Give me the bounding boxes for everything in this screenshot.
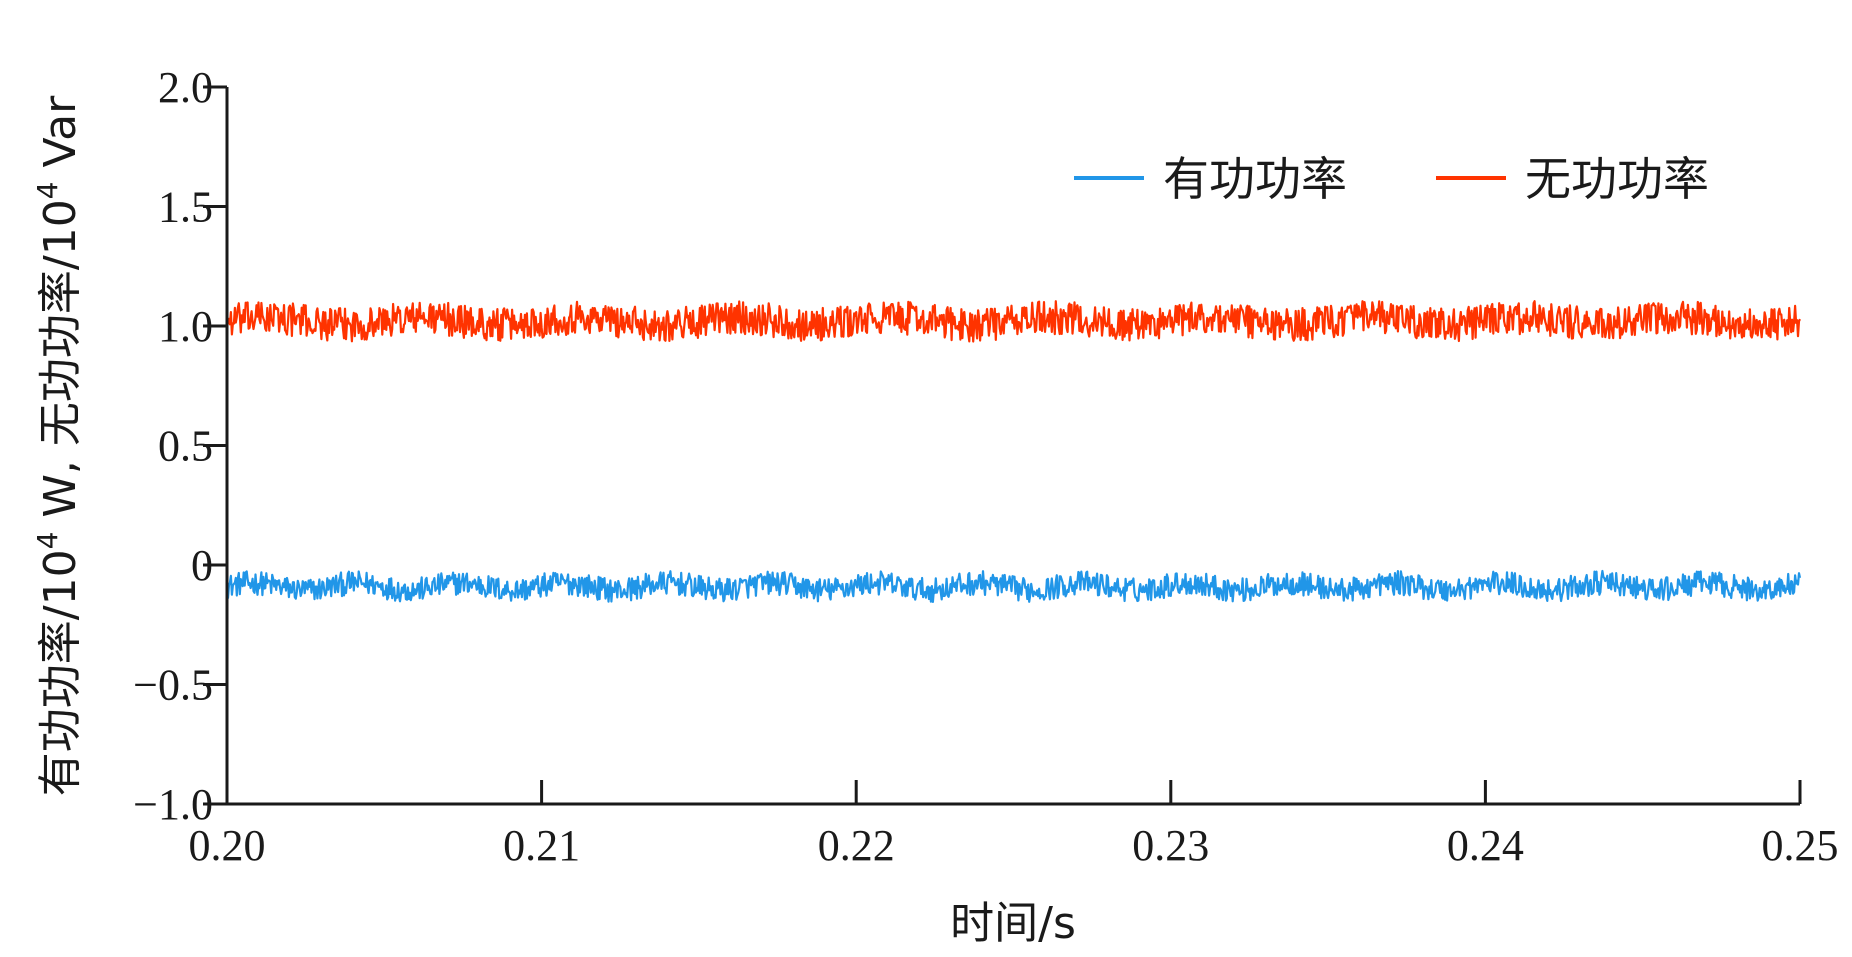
x-tick-label: 0.20: [189, 821, 266, 870]
legend-label-active-power: 有功功率: [1163, 152, 1347, 206]
y-tick-label: −1.0: [133, 780, 213, 829]
y-axis-title-sup2: 4: [31, 181, 64, 199]
y-axis-title: 有功功率/104 W, 无功功率/104 Var: [31, 95, 86, 796]
y-tick-label: 1.0: [158, 302, 213, 351]
y-axis-title-part2: W, 无功功率/10: [35, 199, 86, 531]
y-tick-label: 2.0: [158, 63, 213, 112]
y-tick-label: 1.5: [158, 183, 213, 232]
series-layer: [225, 300, 1802, 604]
x-axis-title: 时间/s: [950, 898, 1076, 949]
y-axis-title-part1: 有功功率/10: [35, 549, 86, 796]
series-line-active-power: [226, 569, 1802, 604]
x-ticks: 0.20 0.21 0.22 0.23 0.24 0.25: [189, 780, 1839, 870]
x-tick-label: 0.24: [1447, 821, 1524, 870]
y-axis-title-sup1: 4: [31, 532, 64, 550]
y-axis-title-part3: Var: [35, 95, 86, 182]
y-tick-label: 0.5: [158, 422, 213, 471]
y-ticks: 2.0 1.5 1.0 0.5 0 −0.5 −1.0: [133, 63, 227, 829]
legend: 有功功率 无功功率: [1074, 152, 1709, 206]
x-tick-label: 0.25: [1762, 821, 1839, 870]
x-tick-label: 0.23: [1132, 821, 1209, 870]
y-tick-label: −0.5: [133, 661, 213, 710]
x-tick-label: 0.21: [503, 821, 580, 870]
series-line-reactive-power: [225, 300, 1801, 343]
legend-label-reactive-power: 无功功率: [1525, 152, 1709, 206]
x-tick-label: 0.22: [818, 821, 895, 870]
y-tick-label: 0: [191, 541, 213, 590]
